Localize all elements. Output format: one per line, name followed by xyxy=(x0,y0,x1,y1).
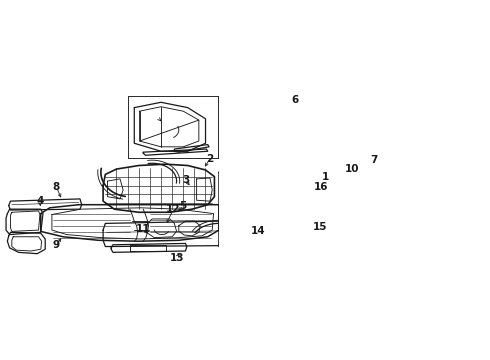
Text: 15: 15 xyxy=(313,222,328,232)
Text: 8: 8 xyxy=(53,182,60,192)
Text: 6: 6 xyxy=(291,95,298,105)
Text: 1: 1 xyxy=(322,172,329,182)
Text: 5: 5 xyxy=(179,201,186,211)
Text: 7: 7 xyxy=(370,155,377,165)
Text: 12: 12 xyxy=(166,204,181,214)
Text: 11: 11 xyxy=(136,224,150,234)
Text: 13: 13 xyxy=(170,253,184,263)
Text: 16: 16 xyxy=(314,182,329,192)
Text: 3: 3 xyxy=(182,175,189,185)
Text: 4: 4 xyxy=(36,196,44,206)
Text: 9: 9 xyxy=(53,240,60,250)
Text: 14: 14 xyxy=(251,226,266,237)
Text: 2: 2 xyxy=(206,154,214,164)
Text: 10: 10 xyxy=(345,164,360,174)
